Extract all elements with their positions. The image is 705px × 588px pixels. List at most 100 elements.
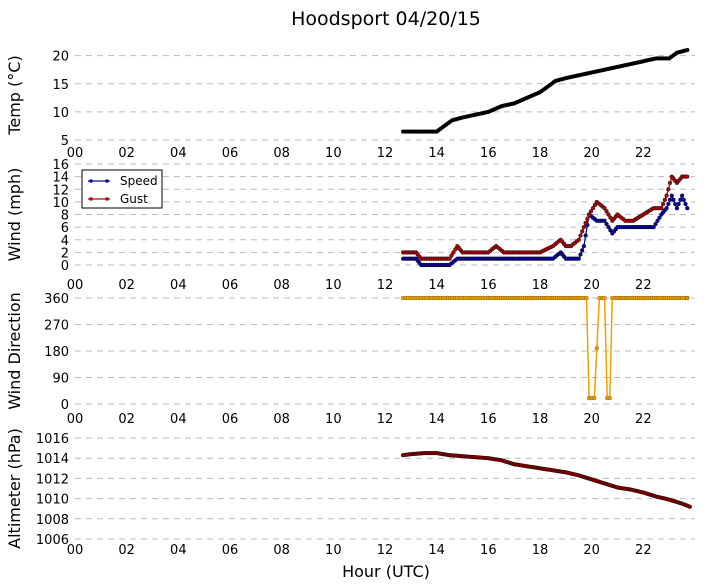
data-point [676, 201, 681, 207]
data-point [674, 206, 679, 211]
x-tick-label: 12 [377, 412, 394, 427]
data-point [592, 396, 597, 401]
x-tick-label: 14 [428, 146, 445, 161]
y-tick-label: 1016 [36, 432, 69, 447]
data-point [602, 295, 607, 301]
data-point [581, 225, 586, 230]
x-tick-label: 04 [170, 146, 187, 161]
x-tick-label: 18 [532, 412, 549, 427]
series-direction [401, 295, 690, 401]
data-point [584, 295, 589, 301]
x-tick-label: 08 [273, 412, 290, 427]
y-tick-label: 90 [52, 372, 69, 387]
data-point [602, 206, 607, 211]
x-tick-label: 10 [325, 543, 342, 558]
data-point [586, 212, 592, 217]
data-point [607, 396, 612, 401]
data-point [583, 233, 588, 238]
data-point [588, 209, 594, 214]
x-tick-label: 18 [532, 543, 549, 558]
chart-title: Hoodsport 04/20/15 [291, 8, 481, 30]
x-tick-label: 02 [118, 278, 135, 293]
data-point [606, 225, 611, 230]
x-tick-label: 22 [635, 412, 652, 427]
data-point [687, 504, 692, 509]
x-tick-label: 20 [583, 543, 600, 558]
series-line-direction [403, 297, 688, 399]
data-point [578, 252, 583, 257]
data-point [685, 295, 690, 301]
y-axis-label: Temp (°C) [5, 55, 24, 135]
data-point [664, 193, 669, 198]
data-point [667, 180, 673, 185]
x-tick-label: 20 [583, 412, 600, 427]
y-axis-label: Altimeter (hPa) [5, 428, 24, 549]
y-tick-label: 0 [61, 398, 69, 413]
x-tick-label: 06 [222, 278, 239, 293]
y-tick-label: 14 [52, 171, 69, 186]
x-tick-label: 22 [635, 278, 652, 293]
data-point [585, 216, 590, 221]
x-tick-label: 06 [222, 543, 239, 558]
series-speed [401, 193, 690, 268]
data-point [651, 225, 656, 230]
legend-marker [105, 179, 109, 183]
x-tick-label: 04 [170, 543, 187, 558]
x-tick-label: 08 [273, 278, 290, 293]
data-point [657, 215, 662, 220]
y-tick-label: 0 [61, 259, 69, 274]
series-line-altimeter [403, 452, 691, 508]
x-tick-label: 18 [532, 278, 549, 293]
x-tick-label: 00 [67, 412, 84, 427]
x-tick-label: 06 [222, 146, 239, 161]
y-tick-label: 1014 [36, 452, 69, 467]
y-tick-label: 4 [61, 234, 69, 249]
data-point [653, 221, 658, 227]
data-point [451, 250, 456, 255]
x-tick-label: 16 [480, 278, 497, 293]
x-tick-label: 20 [583, 146, 600, 161]
panel-2: 0 90 180 270 360 Wind Direction 00 02 04 06 08 10 12… [5, 292, 695, 427]
panel-0: 5 10 15 20 Temp (°C) 00 02 04 06 08 10 12 14 16 18 20 22 [5, 47, 695, 161]
legend-marker [89, 179, 93, 183]
legend-marker [89, 197, 93, 201]
y-tick-label: 1006 [36, 533, 69, 548]
data-point [667, 197, 673, 202]
y-tick-label: 16 [52, 158, 69, 173]
data-point [659, 206, 664, 211]
y-tick-label: 6 [61, 221, 69, 236]
x-tick-label: 10 [325, 146, 342, 161]
legend: Speed Gust [81, 169, 163, 209]
data-point [594, 346, 599, 351]
data-point [590, 206, 596, 211]
data-point [576, 256, 581, 261]
y-tick-label: 2 [61, 246, 69, 261]
x-tick-label: 16 [480, 412, 497, 427]
data-point [655, 218, 660, 223]
data-point [583, 220, 588, 225]
x-tick-label: 16 [480, 543, 497, 558]
x-tick-label: 12 [377, 278, 394, 293]
legend-marker [105, 197, 109, 201]
data-point [669, 193, 674, 198]
y-tick-label: 1012 [36, 472, 69, 487]
y-tick-label: 15 [52, 78, 69, 93]
x-tick-label: 12 [377, 146, 394, 161]
y-tick-label: 1010 [36, 493, 69, 508]
y-tick-label: 360 [44, 292, 69, 307]
x-tick-label: 02 [118, 146, 135, 161]
data-point [592, 202, 597, 208]
legend-label-speed: Speed [120, 174, 158, 188]
x-tick-label: 22 [635, 146, 652, 161]
data-point [660, 201, 666, 207]
x-tick-label: 14 [428, 543, 445, 558]
series-line-gust [403, 175, 688, 260]
data-point [683, 201, 688, 207]
data-point [664, 206, 669, 211]
y-tick-label: 8 [61, 209, 69, 224]
x-tick-label: 22 [635, 543, 652, 558]
y-tick-label: 270 [44, 319, 69, 334]
